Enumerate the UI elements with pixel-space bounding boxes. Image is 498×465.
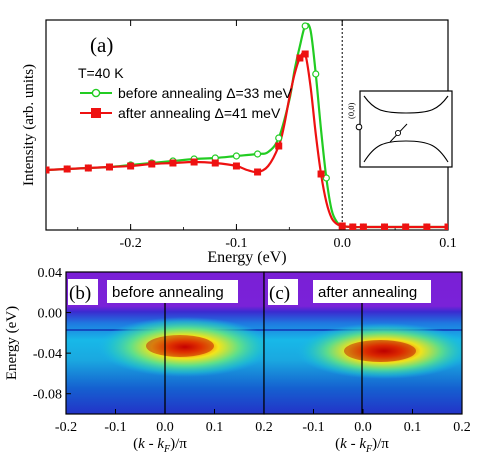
data-point-after [275, 142, 283, 150]
data-point-after [301, 50, 309, 58]
x-ticks-c [313, 409, 463, 414]
data-point-after [381, 223, 389, 230]
data-point-after [317, 170, 325, 178]
legend-after-marker [91, 108, 101, 118]
x-tick-label-c: -0.1 [302, 420, 324, 435]
y-ticks-b [66, 271, 71, 395]
data-point-after [211, 159, 219, 167]
x-tick-labels-b: -0.2 -0.1 0.0 0.1 0.2 [55, 420, 273, 435]
x-axis-label-b: (k - kF)/π [133, 436, 187, 455]
y-tick-label-b: 0.00 [38, 307, 63, 322]
x-tick-label-c: 0.1 [404, 420, 422, 435]
data-point-before [312, 70, 320, 78]
data-point-after [338, 222, 346, 230]
data-point-after [402, 223, 410, 230]
x-tick-labels-a: -0.2 -0.1 0.0 0.1 [120, 236, 457, 251]
y-axis-label-a: Intensity (arb. units) [21, 64, 37, 186]
x-axis-label-a: Energy (eV) [207, 249, 286, 266]
panel-a: -0.2 -0.1 0.0 0.1 (a) T=40 K before anneali… [21, 19, 457, 266]
x-tick-label-c: 0.2 [453, 420, 471, 435]
x-tick-labels-c: -0.1 0.0 0.1 0.2 [302, 420, 470, 435]
data-point-after [232, 162, 240, 170]
data-point-after [444, 223, 448, 230]
panel-label-a: (a) [90, 33, 113, 57]
y-tick-label-b: -0.04 [33, 347, 62, 362]
x-tick-label-a: 0.1 [439, 236, 457, 251]
fermi-surface-inset: (0,0) [346, 90, 453, 168]
legend-after-label: after annealing Δ=41 meV [118, 105, 281, 121]
x-tick-label-b: -0.1 [104, 420, 126, 435]
x-tick-label-b: 0.0 [156, 420, 174, 435]
x-tick-label-b: -0.2 [55, 420, 77, 435]
data-point-after [169, 159, 177, 167]
panel-c: (c) after annealing -0.1 0.0 0.1 0.2 (k - k… [263, 271, 471, 455]
x-tick-label-a: 0.0 [333, 236, 351, 251]
series-after-markers [46, 50, 448, 230]
data-point-before [253, 150, 262, 158]
panel-b: (b) before annealing 0.040.00-0.04-0.08 … [4, 266, 273, 455]
data-point-before [275, 134, 283, 142]
data-point-after [296, 54, 304, 62]
panel-c-title: after annealing [318, 284, 417, 301]
x-tick-label-c: 0.0 [354, 420, 372, 435]
data-point-after [349, 223, 357, 230]
data-point-after [254, 168, 262, 176]
temperature-annotation: T=40 K [78, 65, 124, 81]
data-point-after [127, 162, 135, 170]
y-tick-label-b: -0.08 [33, 388, 62, 403]
y-tick-labels-b: 0.04 0.00 -0.04 -0.08 [33, 266, 62, 403]
data-point-after [46, 166, 50, 174]
x-axis-label-c: (k - kF)/π [335, 436, 389, 455]
data-point-after [105, 163, 113, 171]
legend-before-label: before annealing Δ=33 meV [118, 85, 293, 101]
panel-b-title: before annealing [112, 284, 224, 301]
y-axis-label-b: Energy (eV) [4, 306, 20, 380]
data-point-before [322, 174, 330, 182]
data-point-after [423, 223, 431, 230]
data-point-before [232, 152, 241, 160]
x-tick-label-a: -0.2 [120, 236, 142, 251]
panel-label-b: (b) [69, 283, 91, 304]
panel-label-c: (c) [269, 283, 290, 304]
data-point-after [148, 160, 156, 168]
legend-before-marker [91, 88, 101, 98]
inset-origin-label: (0,0) [346, 103, 356, 119]
x-tick-label-b: 0.1 [206, 420, 224, 435]
data-point-after [190, 158, 198, 166]
data-point-after [63, 165, 71, 173]
heatmap-b-intensity [97, 317, 264, 377]
data-point-after [84, 164, 92, 172]
x-tick-label-b: 0.2 [255, 420, 273, 435]
data-point-after [359, 223, 367, 230]
x-tick-label-a: -0.1 [225, 236, 247, 251]
y-tick-label-b: 0.04 [38, 266, 63, 281]
legend: before annealing Δ=33 meV after annealin… [80, 85, 293, 121]
data-point-before [301, 22, 309, 30]
heatmap-c-intensity [296, 323, 462, 379]
